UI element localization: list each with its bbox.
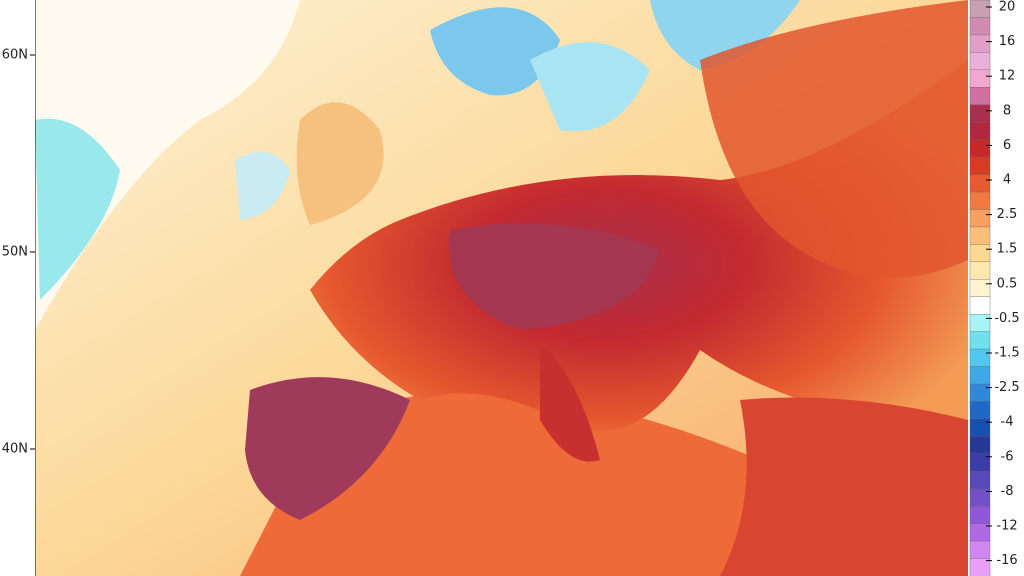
legend-swatch [969, 348, 991, 368]
legend-swatch [969, 383, 991, 403]
legend-swatch [969, 87, 991, 106]
legend-swatch [969, 244, 991, 263]
legend-swatch [969, 313, 991, 333]
legend-label: 4 [1003, 173, 1011, 188]
cold-anomaly [35, 118, 120, 300]
legend-label: 1.5 [997, 242, 1018, 257]
legend-label: -0.5 [994, 311, 1019, 326]
legend-label: -12 [996, 519, 1017, 534]
legend-label: -6 [1001, 449, 1014, 464]
legend-swatch [969, 540, 991, 560]
atlantic [35, 0, 300, 330]
legend-swatch [969, 0, 991, 19]
legend-swatch [969, 104, 991, 123]
anatolia [720, 397, 968, 576]
ireland [235, 152, 290, 220]
legend-label: -8 [1001, 484, 1014, 499]
legend-swatch [969, 418, 991, 438]
legend-label: 8 [1003, 103, 1011, 118]
legend-swatch [969, 279, 991, 298]
legend-swatch [969, 471, 991, 490]
legend-swatch [969, 436, 991, 455]
legend-swatch [969, 34, 991, 54]
legend-label: 16 [999, 34, 1016, 49]
legend-swatch [969, 209, 991, 228]
legend-swatch [969, 226, 991, 246]
finland [650, 0, 800, 70]
iberia [245, 377, 410, 520]
italy [540, 340, 600, 462]
legend-swatch [969, 191, 991, 211]
legend-swatch [969, 558, 991, 576]
legend-swatch [969, 121, 991, 141]
legend-swatch [969, 139, 991, 158]
legend-label: 6 [1003, 138, 1011, 153]
legend-label: 12 [999, 69, 1016, 84]
legend-label: -16 [996, 553, 1017, 568]
latitude-label: 50N [2, 245, 28, 260]
legend-label: -1.5 [994, 346, 1019, 361]
britain [296, 102, 384, 225]
legend-swatch [969, 17, 991, 36]
legend-label: 20 [999, 0, 1016, 15]
legend-swatch [969, 366, 991, 385]
scandinavia [430, 7, 560, 96]
sweden [530, 42, 650, 132]
legend-swatch [969, 296, 991, 315]
latitude-axis: 60N 50N 40N [2, 48, 35, 457]
legend-label: 0.5 [997, 276, 1018, 291]
legend-swatch [969, 505, 991, 525]
legend-label: -4 [1001, 415, 1014, 430]
legend-swatch [969, 52, 991, 71]
east-europe [700, 0, 968, 278]
legend-swatch [969, 69, 991, 88]
latitude-label: 60N [2, 48, 28, 63]
alps [448, 223, 660, 330]
legend-label: 2.5 [997, 207, 1018, 222]
map-area [35, 0, 968, 576]
legend-swatch [969, 156, 991, 176]
latitude-label: 40N [2, 442, 28, 457]
legend-swatch [969, 174, 991, 193]
legend-label: -2.5 [994, 380, 1019, 395]
legend-swatch [969, 331, 991, 350]
color-bar: 20 16 12 8 6 4 2.5 1.5 0.5 -0.5 -1.5 -2.5 -4 -6 -8 -12 -… [969, 0, 1020, 576]
legend-swatch [969, 261, 991, 280]
legend-swatch [969, 401, 991, 420]
